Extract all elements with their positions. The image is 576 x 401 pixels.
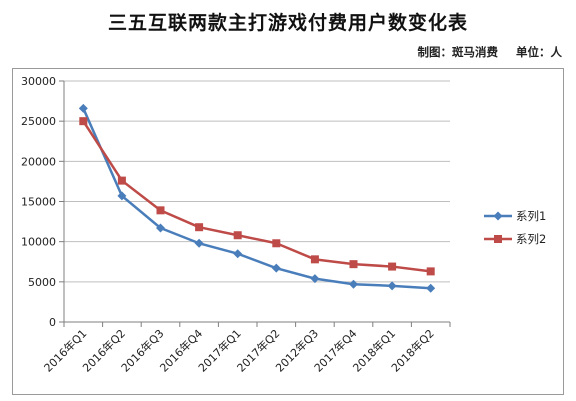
series-2-point [195,223,204,232]
series-1-point [117,191,127,201]
series-2-point [156,206,165,215]
series-2-point [426,267,435,276]
series-1-point [78,103,88,113]
chart-frame [12,68,564,395]
series-1-point [233,249,243,259]
y-tick-label: 0 [49,316,56,329]
series-2-point [349,260,358,269]
series-line-1 [82,107,431,290]
series-2-point [233,231,242,240]
y-tick-label: 20000 [21,155,56,168]
series-2-point [388,262,397,271]
y-tick-label: 15000 [21,196,56,209]
series-1-point [156,223,165,233]
chart-credit: 制图：斑马消费 单位：人 [403,44,562,60]
legend: 系列1 系列2 [484,209,546,246]
y-tick-label: 30000 [21,75,56,88]
credit-unit: 单位：人 [516,45,562,59]
series-1-point [310,274,320,284]
legend-label-1: 系列1 [516,209,546,223]
series-line-2 [82,120,431,273]
y-tick-label: 5000 [28,276,56,289]
series-2-point [79,117,88,126]
series-2-point [272,239,281,248]
legend-marker-1 [493,211,503,221]
series-1-point [426,283,436,293]
series-1-point [387,281,397,291]
y-tick-label: 25000 [21,115,56,128]
credit-maker: 制图：斑马消费 [417,45,498,59]
series-1-point [349,279,358,289]
chart-title: 三五互联两款主打游戏付费用户数变化表 [107,12,468,34]
legend-marker-2 [494,235,502,243]
y-tick-label: 10000 [21,236,56,249]
series-lines [78,103,436,293]
series-2-point [310,255,319,264]
series-1-point [194,238,204,248]
series-2-point [117,176,126,185]
legend-label-2: 系列2 [516,232,546,246]
series-1-point [271,263,281,273]
